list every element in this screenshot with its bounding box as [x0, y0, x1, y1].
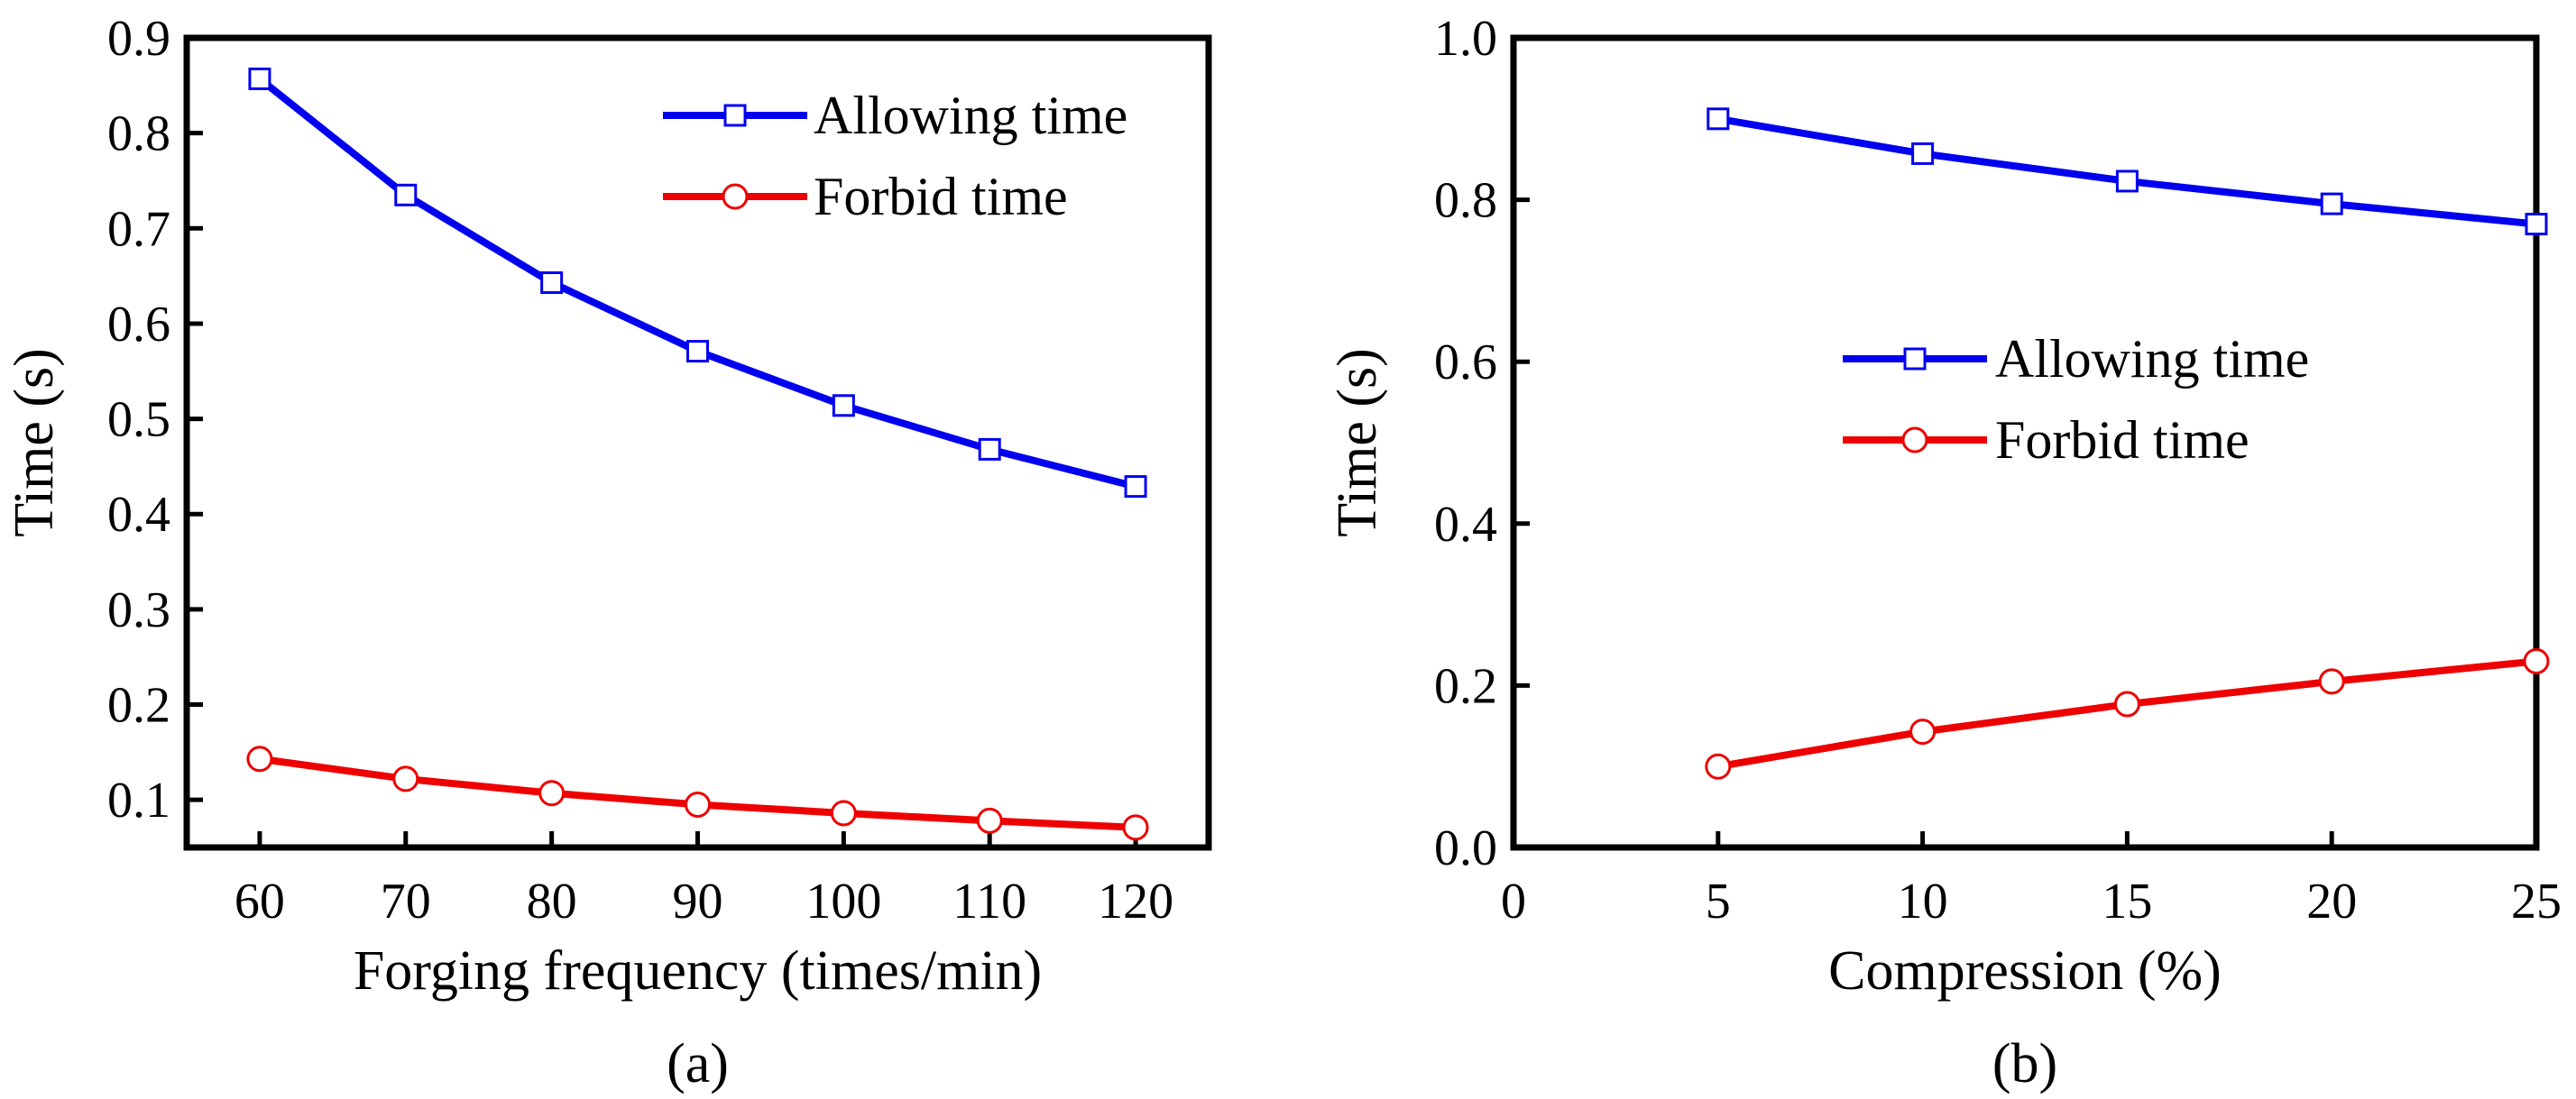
chart-b-x-tick-label: 5: [1706, 874, 1731, 930]
chart-a-y-tick-label: 0.9: [107, 11, 170, 67]
chart-b: 0 5 10 15 20 25 0.0 0.2 0.4 0.6 0.8 1.0 Compression …: [1327, 11, 2562, 1094]
chart-b-panel-label: (b): [1992, 1033, 2057, 1094]
chart-b-series-forbid-point: [2523, 647, 2550, 674]
chart-a-x-tick-label: 70: [381, 874, 431, 930]
chart-a-y-axis-label: Time (s): [4, 348, 65, 537]
chart-b-series-forbid-point: [2318, 668, 2345, 695]
chart-a-series-forbid-point: [1122, 814, 1149, 841]
chart-b-x-tick-label: 0: [1501, 874, 1526, 930]
chart-a-x-tick-label: 120: [1098, 874, 1173, 930]
chart-b-y-tick-label: 0.2: [1434, 658, 1497, 714]
chart-b-y-tick-label: 0.4: [1434, 497, 1497, 553]
chart-b-legend-marker: [1901, 426, 1928, 453]
chart-a-series-allowing-point: [540, 271, 564, 295]
chart-a-y-tick-label: 0.5: [107, 392, 170, 448]
chart-a-y-tick-label: 0.1: [107, 773, 170, 829]
chart-a-x-tick-label: 110: [952, 874, 1026, 930]
chart-a-panel-label: (a): [667, 1033, 729, 1094]
chart-b-y-tick-label: 1.0: [1434, 11, 1497, 67]
chart-b-series-allowing-point: [2525, 213, 2548, 236]
chart-a-series-allowing-point: [686, 340, 709, 363]
chart-b-legend-label: Forbid time: [1995, 410, 2249, 470]
chart-a-series-forbid-point: [392, 765, 419, 792]
chart-a-legend-label: Forbid time: [814, 167, 1068, 226]
chart-a-y-tick-label: 0.6: [107, 297, 170, 353]
chart-b-series-allowing-point: [1911, 142, 1935, 165]
chart-a-series-forbid-point: [830, 800, 857, 827]
chart-a-y-tick-label: 0.3: [107, 582, 170, 638]
chart-a-y-tick-label: 0.2: [107, 678, 170, 734]
chart-a-x-tick-label: 100: [805, 874, 881, 930]
chart-b-x-tick-label: 25: [2511, 874, 2562, 930]
chart-a-x-tick-label: 80: [527, 874, 577, 930]
chart-b-y-tick-label: 0.6: [1434, 334, 1497, 390]
chart-a-series-allowing-point: [832, 394, 855, 417]
chart-b-x-tick-label: 10: [1898, 874, 1948, 930]
chart-a-series-forbid-point: [685, 791, 711, 818]
chart-a-series-forbid-point: [538, 780, 566, 807]
chart-a-series-allowing-point: [1124, 475, 1147, 499]
chart-a-legend-marker: [722, 183, 749, 210]
chart-b-y-tick-label: 0.8: [1434, 173, 1497, 229]
chart-b-series-allowing-point: [2320, 192, 2343, 215]
chart-a-y-tick-label: 0.7: [107, 201, 170, 257]
chart-b-y-tick-label: 0.0: [1434, 820, 1497, 876]
chart-a-x-tick-label: 90: [673, 874, 723, 930]
chart-b-series-forbid-point: [2113, 691, 2140, 718]
chart-b-y-axis-label: Time (s): [1327, 348, 1388, 537]
chart-a-frame: [183, 34, 1212, 851]
chart-b-x-tick-label: 15: [2102, 874, 2152, 930]
chart-a: 60 70 80 90 100 110 120 0.1 0.2 0.3 0.4 0.5 0.6 0.7 0.…: [4, 11, 1212, 1094]
chart-b-legend-label: Allowing time: [1995, 329, 2309, 389]
chart-a-series-allowing-point: [394, 183, 418, 206]
chart-b-series-forbid-point: [1909, 719, 1937, 746]
chart-b-series-forbid-point: [1705, 753, 1732, 780]
chart-a-legend-marker: [723, 104, 747, 127]
chart-a-y-tick-label: 0.4: [107, 487, 170, 543]
chart-b-legend-marker: [1903, 347, 1927, 371]
chart-b-x-tick-label: 20: [2306, 874, 2357, 930]
chart-a-series-forbid-point: [976, 807, 1003, 834]
chart-b-series-allowing-point: [1707, 107, 1730, 131]
chart-b-x-axis-label: Compression (%): [1828, 940, 2222, 1002]
chart-a-x-axis-label: Forging frequency (times/min): [354, 940, 1042, 1002]
chart-a-series-forbid-point: [246, 746, 273, 773]
chart-a-y-tick-label: 0.8: [107, 106, 170, 162]
chart-a-series-allowing-point: [248, 67, 271, 90]
chart-b-frame: [1510, 34, 2540, 851]
chart-a-legend-label: Allowing time: [814, 86, 1127, 145]
chart-a-series-allowing-point: [978, 437, 1001, 461]
chart-b-series-allowing-point: [2115, 169, 2139, 193]
chart-a-x-tick-label: 60: [235, 874, 285, 930]
